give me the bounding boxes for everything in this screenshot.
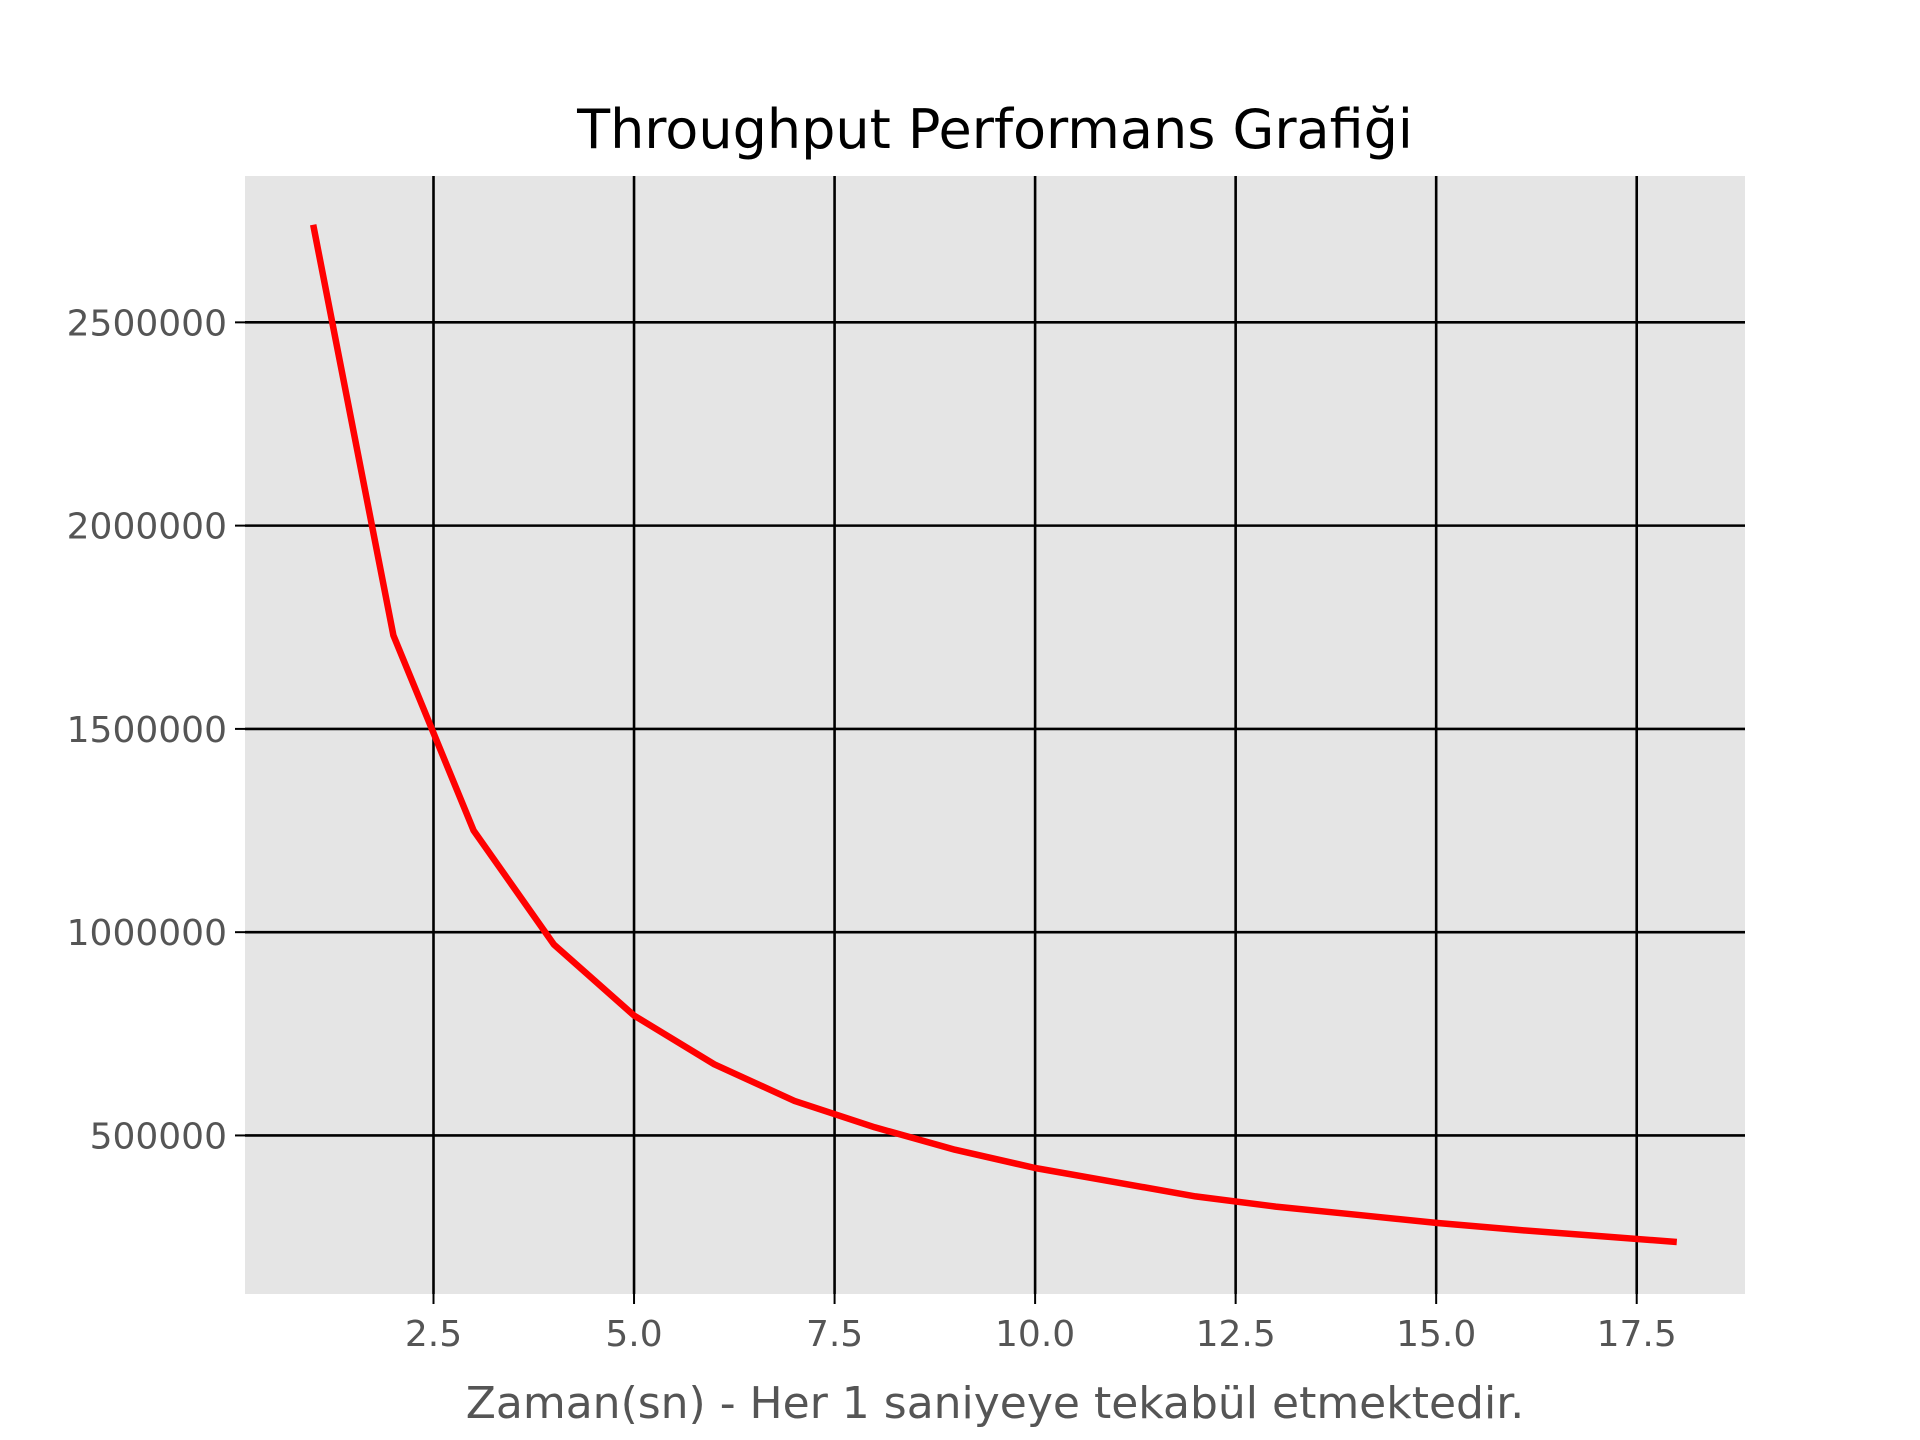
plot-area: [245, 176, 1745, 1294]
x-tick-label: 10.0: [995, 1314, 1075, 1355]
axis-ticks: 2.5 5.0 7.5 10.0 12.5 15.0 17.5 500000 1000000 15…: [67, 303, 1677, 1355]
x-tick-label: 15.0: [1396, 1314, 1476, 1355]
x-tick-label: 7.5: [806, 1314, 863, 1355]
y-tick-label: 1000000: [67, 913, 227, 954]
chart-title: Throughput Performans Grafiği: [576, 98, 1413, 161]
grid-lines: [245, 176, 1745, 1294]
x-axis-label: Zaman(sn) - Her 1 saniyeye tekabül etmek…: [466, 1378, 1525, 1429]
x-tick-label: 17.5: [1597, 1314, 1677, 1355]
x-tick-label: 2.5: [405, 1314, 462, 1355]
x-tick-label: 12.5: [1196, 1314, 1276, 1355]
y-tick-label: 2500000: [67, 303, 227, 344]
series-layer: [310, 224, 1678, 1246]
series-line: [310, 224, 1678, 1246]
y-tick-label: 500000: [90, 1116, 227, 1157]
y-tick-label: 1500000: [67, 710, 227, 751]
y-tick-label: 2000000: [67, 507, 227, 548]
x-tick-label: 5.0: [605, 1314, 662, 1355]
